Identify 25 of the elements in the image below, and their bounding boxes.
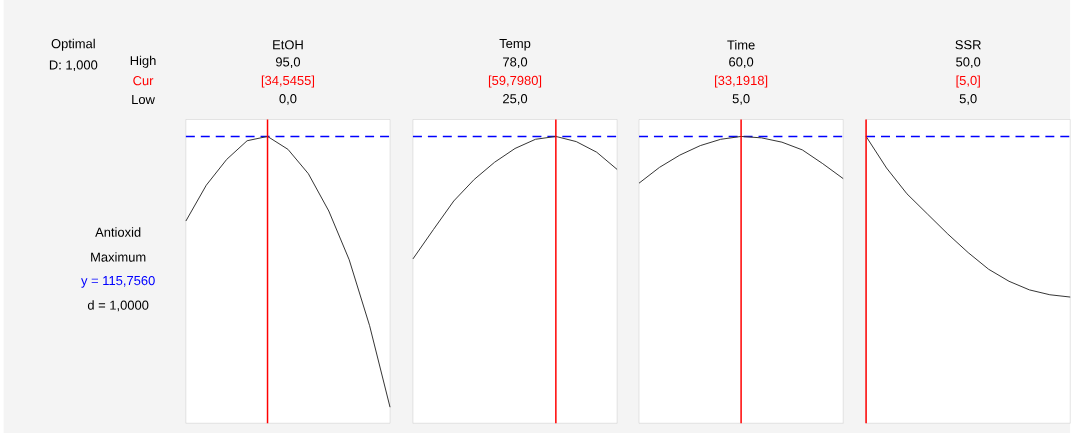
- text: [34,5455]: [261, 75, 315, 88]
- text: 78,0: [503, 57, 528, 68]
- text: High: [130, 55, 156, 68]
- text: Cur: [133, 75, 154, 86]
- text: 50,0: [956, 57, 981, 68]
- text: Maximum: [91, 252, 146, 262]
- text: Optimal: [51, 38, 95, 51]
- text: 5,0: [959, 94, 977, 105]
- text: D: 1,000: [49, 60, 98, 71]
- text: 95,0: [275, 57, 301, 68]
- text: [59,7980]: [488, 75, 542, 88]
- text: Antioxid: [95, 227, 141, 237]
- chart-title: SSR: [955, 40, 981, 50]
- text: 25,0: [503, 94, 528, 105]
- text: 60,0: [729, 57, 754, 68]
- text: [5,0]: [956, 75, 980, 88]
- text: 5,0: [732, 94, 750, 105]
- text: Low: [132, 94, 155, 104]
- text: y = 115,7560: [81, 275, 155, 288]
- text: 0,0: [279, 94, 297, 105]
- text: d = 1,0000: [87, 300, 149, 312]
- chart-title: Temp: [499, 38, 531, 51]
- text: [33,1918]: [715, 75, 768, 88]
- chart-title: Time: [727, 39, 755, 50]
- chart-title: EtOH: [273, 40, 303, 50]
